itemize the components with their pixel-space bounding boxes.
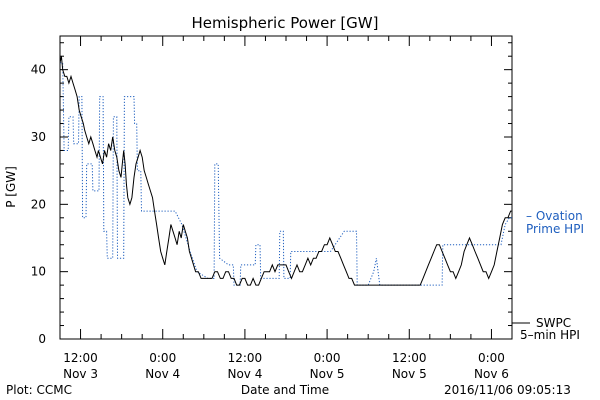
x-tick-time-5: 0:00 bbox=[478, 351, 505, 365]
plot-frame bbox=[59, 35, 513, 340]
x-tick-time-2: 12:00 bbox=[228, 351, 263, 365]
chart-title: Hemispheric Power [GW] bbox=[192, 14, 379, 32]
x-tick-time-4: 12:00 bbox=[392, 351, 427, 365]
legend-swpc-line1: SWPC bbox=[536, 316, 571, 330]
y-tick-label-0: 0 bbox=[38, 332, 46, 346]
series-lines bbox=[59, 56, 512, 286]
legend-ovation-line1: – Ovation bbox=[526, 209, 583, 223]
series-line-ovation-prime-hpi bbox=[60, 62, 512, 286]
y-axis-ticks: 0 10 20 30 40 bbox=[31, 42, 512, 346]
x-axis-label: Date and Time bbox=[241, 383, 329, 397]
legend-swpc-line2: 5–min HPI bbox=[520, 328, 580, 342]
x-tick-time-0: 12:00 bbox=[63, 351, 98, 365]
legend-ovation-line2: Prime HPI bbox=[526, 222, 584, 236]
x-tick-time-3: 0:00 bbox=[314, 351, 341, 365]
plot-credit: Plot: CCMC bbox=[6, 383, 72, 397]
x-tick-date-4: Nov 5 bbox=[392, 367, 427, 381]
y-tick-label-40: 40 bbox=[31, 63, 46, 77]
y-tick-label-10: 10 bbox=[31, 265, 46, 279]
x-tick-time-1: 0:00 bbox=[149, 351, 176, 365]
y-tick-label-20: 20 bbox=[31, 197, 46, 211]
x-tick-date-0: Nov 3 bbox=[63, 367, 98, 381]
x-tick-date-3: Nov 5 bbox=[310, 367, 345, 381]
y-axis-label: P [GW] bbox=[4, 166, 18, 208]
x-tick-date-2: Nov 4 bbox=[227, 367, 262, 381]
legend: – Ovation Prime HPI SWPC 5–min HPI bbox=[512, 209, 584, 342]
x-tick-date-1: Nov 4 bbox=[145, 367, 180, 381]
x-axis-ticks: 12:00 Nov 3 0:00 Nov 4 12:00 Nov 4 0:00 Nov 5 12… bbox=[63, 36, 509, 381]
timestamp: 2016/11/06 09:05:13 bbox=[444, 383, 571, 397]
series-line-swpc-5min-hpi bbox=[59, 56, 512, 286]
x-tick-date-5: Nov 6 bbox=[474, 367, 509, 381]
y-tick-label-30: 30 bbox=[31, 130, 46, 144]
